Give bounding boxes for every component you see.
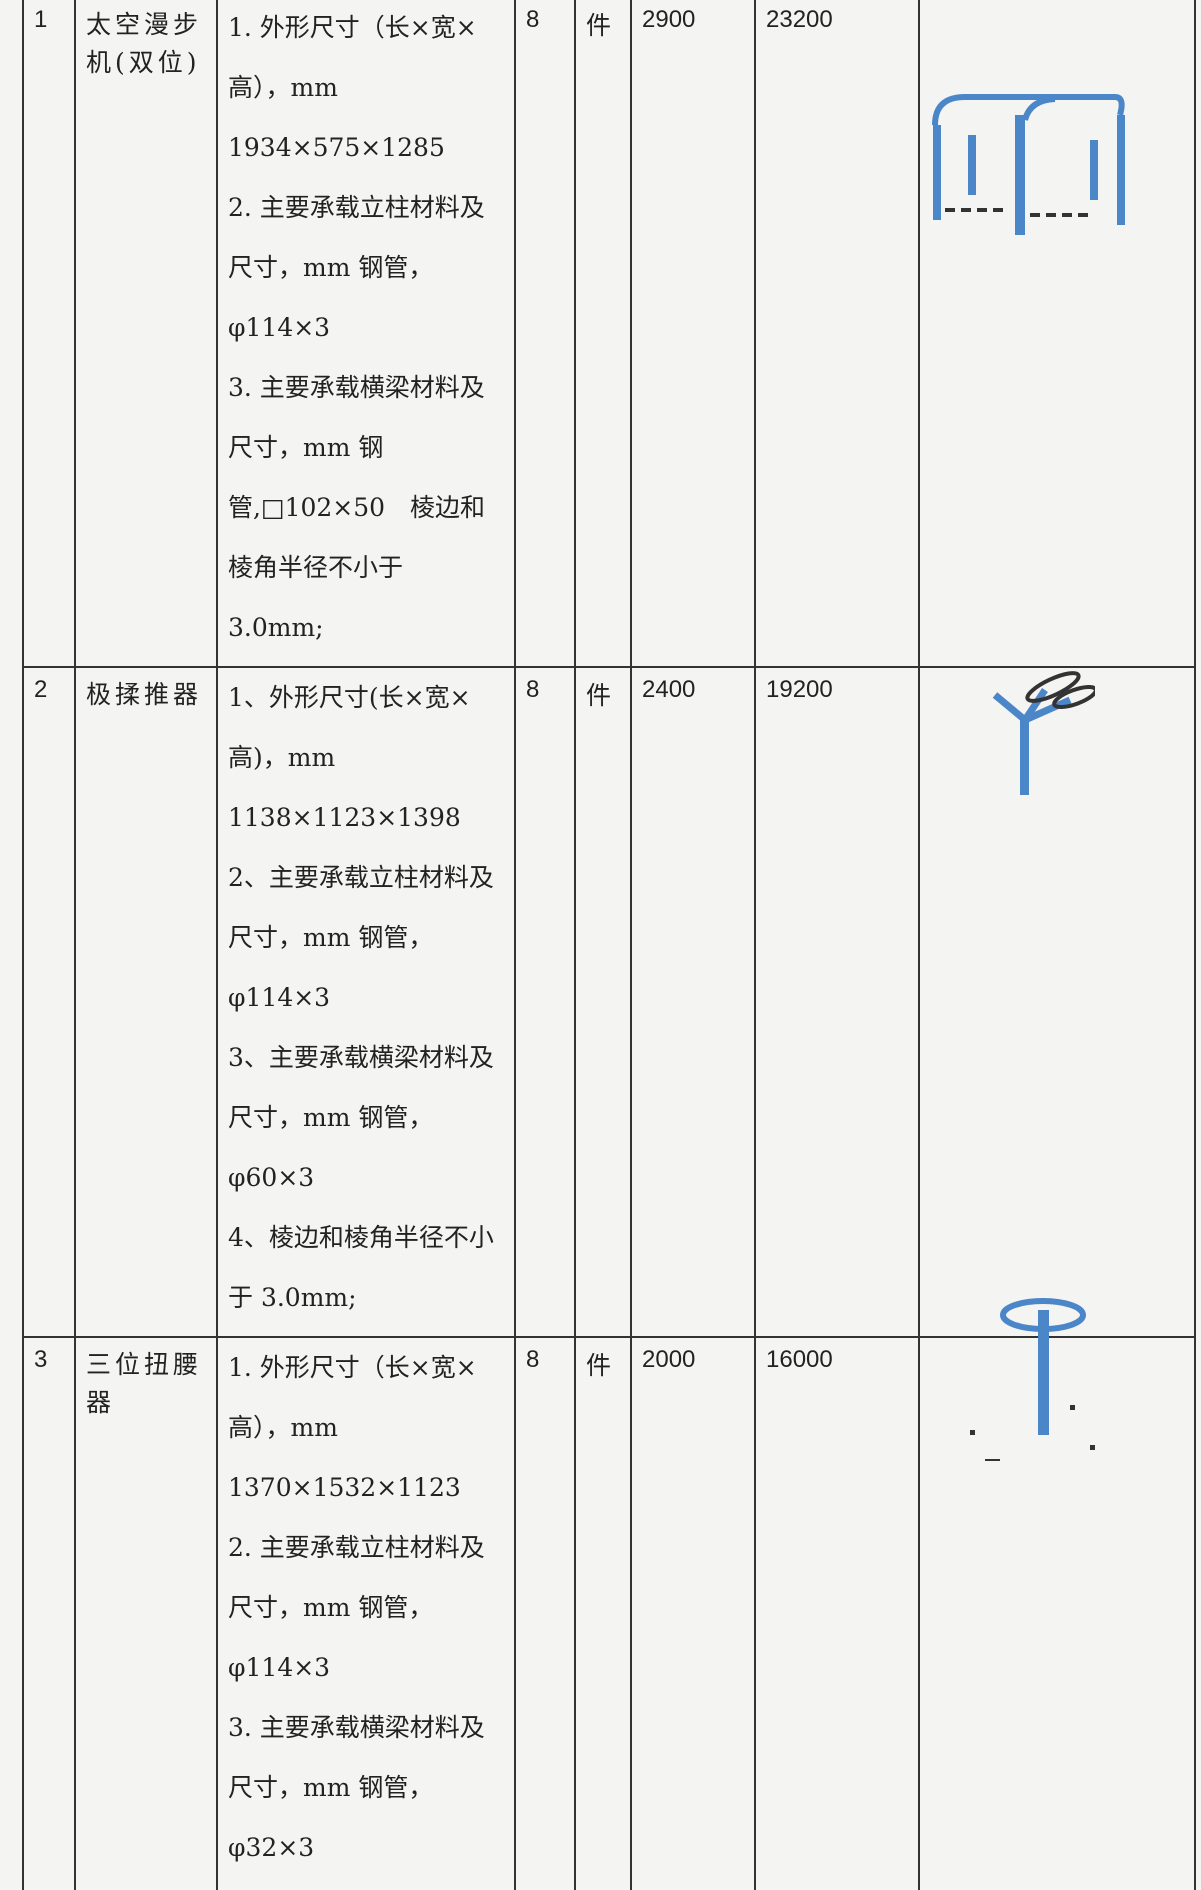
unit: 件 xyxy=(574,0,632,668)
spec-item: 2. 主要承载立柱材料及尺寸，mm 钢管，φ114×3 xyxy=(228,1533,485,1682)
spec-item: 4、棱边和棱角半径 xyxy=(228,1878,504,1890)
spec-item: 1. 外形尺寸（长×宽×高），mm 1370×1532×1123 xyxy=(228,1353,477,1502)
spec-item: 3、主要承载横梁材料及尺寸，mm 钢管，φ60×3 xyxy=(228,1043,494,1192)
item-name: 太空漫步机(双位) xyxy=(74,0,218,668)
unit: 件 xyxy=(574,666,632,1338)
equipment-image xyxy=(970,1298,1095,1461)
spec-item: 1、外形尺寸(长×宽×高)，mm 1138×1123×1398 xyxy=(228,683,471,832)
unit: 件 xyxy=(574,1336,632,1890)
unit-price: 2900 xyxy=(630,0,756,668)
spec-item: 4、棱边和棱角半径不小于 3.0mm; xyxy=(228,1223,494,1312)
table-row: 1 太空漫步机(双位) 1. 外形尺寸（长×宽×高），mm 1934×575×128… xyxy=(22,0,1196,668)
item-name: 极揉推器 xyxy=(74,666,218,1338)
spec-item: 3. 主要承载横梁材料及尺寸，mm 钢管,□102×50 棱边和棱角半径不小于 … xyxy=(228,373,486,642)
equipment-image xyxy=(992,671,1095,795)
row-number: 3 xyxy=(22,1336,76,1890)
quantity: 8 xyxy=(514,1336,576,1890)
spec-item: 3. 主要承载横梁材料及尺寸，mm 钢管，φ32×3 xyxy=(228,1713,485,1862)
product-table: 1 太空漫步机(双位) 1. 外形尺寸（长×宽×高），mm 1934×575×128… xyxy=(22,0,1196,1890)
total-price: 23200 xyxy=(754,0,920,668)
spec-cell: 1. 外形尺寸（长×宽×高），mm 1370×1532×1123 2. 主要承载立… xyxy=(216,1336,516,1890)
spec-item: 2. 主要承载立柱材料及尺寸，mm 钢管，φ114×3 xyxy=(228,193,485,342)
row-number: 2 xyxy=(22,666,76,1338)
unit-price: 2400 xyxy=(630,666,756,1338)
spec-item: 1. 外形尺寸（长×宽×高），mm 1934×575×1285 xyxy=(228,13,477,162)
total-price: 16000 xyxy=(754,1336,920,1890)
item-name: 三位扭腰器 xyxy=(74,1336,218,1890)
spec-cell: 1. 外形尺寸（长×宽×高），mm 1934×575×1285 2. 主要承载立柱… xyxy=(216,0,516,668)
unit-price: 2000 xyxy=(630,1336,756,1890)
quantity: 8 xyxy=(514,0,576,668)
spec-item: 2、主要承载立柱材料及尺寸，mm 钢管，φ114×3 xyxy=(228,863,494,1012)
image-cell xyxy=(918,0,1196,668)
total-price: 19200 xyxy=(754,666,920,1338)
quantity: 8 xyxy=(514,666,576,1338)
equipment-image xyxy=(932,94,1125,235)
image-cell xyxy=(918,666,1196,1338)
table-row: 2 极揉推器 1、外形尺寸(长×宽×高)，mm 1138×1123×1398 2、主要… xyxy=(22,666,1196,1338)
spec-cell: 1、外形尺寸(长×宽×高)，mm 1138×1123×1398 2、主要承载立柱材… xyxy=(216,666,516,1338)
table-row: 3 三位扭腰器 1. 外形尺寸（长×宽×高），mm 1370×1532×1123 2.… xyxy=(22,1336,1196,1890)
image-cell xyxy=(918,1336,1196,1890)
row-number: 1 xyxy=(22,0,76,668)
